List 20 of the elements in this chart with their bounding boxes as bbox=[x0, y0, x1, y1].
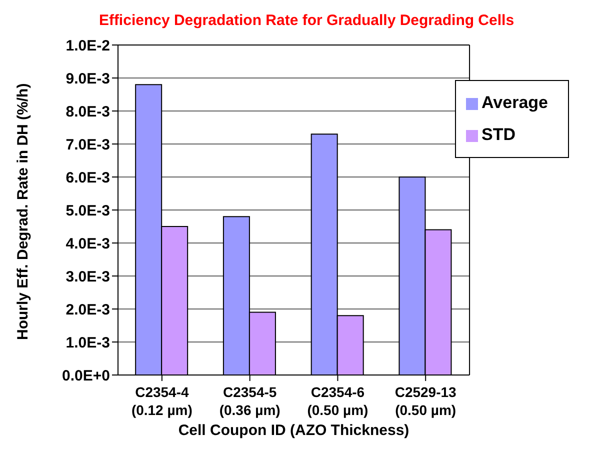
y-tick-label: 2.0E-3 bbox=[66, 301, 110, 318]
y-tick-label: 3.0E-3 bbox=[66, 268, 110, 286]
y-axis-title: Hourly Eff. Degrad. Rate in DH (%/h) bbox=[14, 83, 32, 340]
x-tick-label: C2354-5 (0.36 µm) bbox=[219, 384, 280, 418]
y-tick-label: 4.0E-3 bbox=[66, 235, 110, 252]
x-tick-label: C2354-4 (0.12 µm) bbox=[131, 384, 192, 418]
y-tick-label: 1.0E-3 bbox=[66, 334, 110, 352]
y-tick-label: 5.0E-3 bbox=[66, 202, 110, 220]
x-tick-label: C2354-6 (0.50 µm) bbox=[307, 384, 368, 418]
y-tick-label: 9.0E-3 bbox=[66, 70, 110, 88]
x-axis-title: Cell Coupon ID (AZO Thickness) bbox=[178, 422, 410, 439]
y-tick-label: 7.0E-3 bbox=[66, 136, 110, 154]
y-tick-label: 1.0E-2 bbox=[66, 37, 110, 54]
legend-label: STD bbox=[482, 125, 516, 144]
legend-label: Average bbox=[482, 93, 548, 112]
y-tick-label: 6.0E-3 bbox=[66, 169, 110, 186]
y-tick-label: 0.0E+0 bbox=[62, 367, 110, 384]
y-tick-label: 8.0E-3 bbox=[66, 103, 110, 120]
x-tick-label: C2529-13 (0.50 µm) bbox=[394, 384, 457, 418]
chart-title: Efficiency Degradation Rate for Gradually Degrading Cells bbox=[98, 12, 516, 29]
